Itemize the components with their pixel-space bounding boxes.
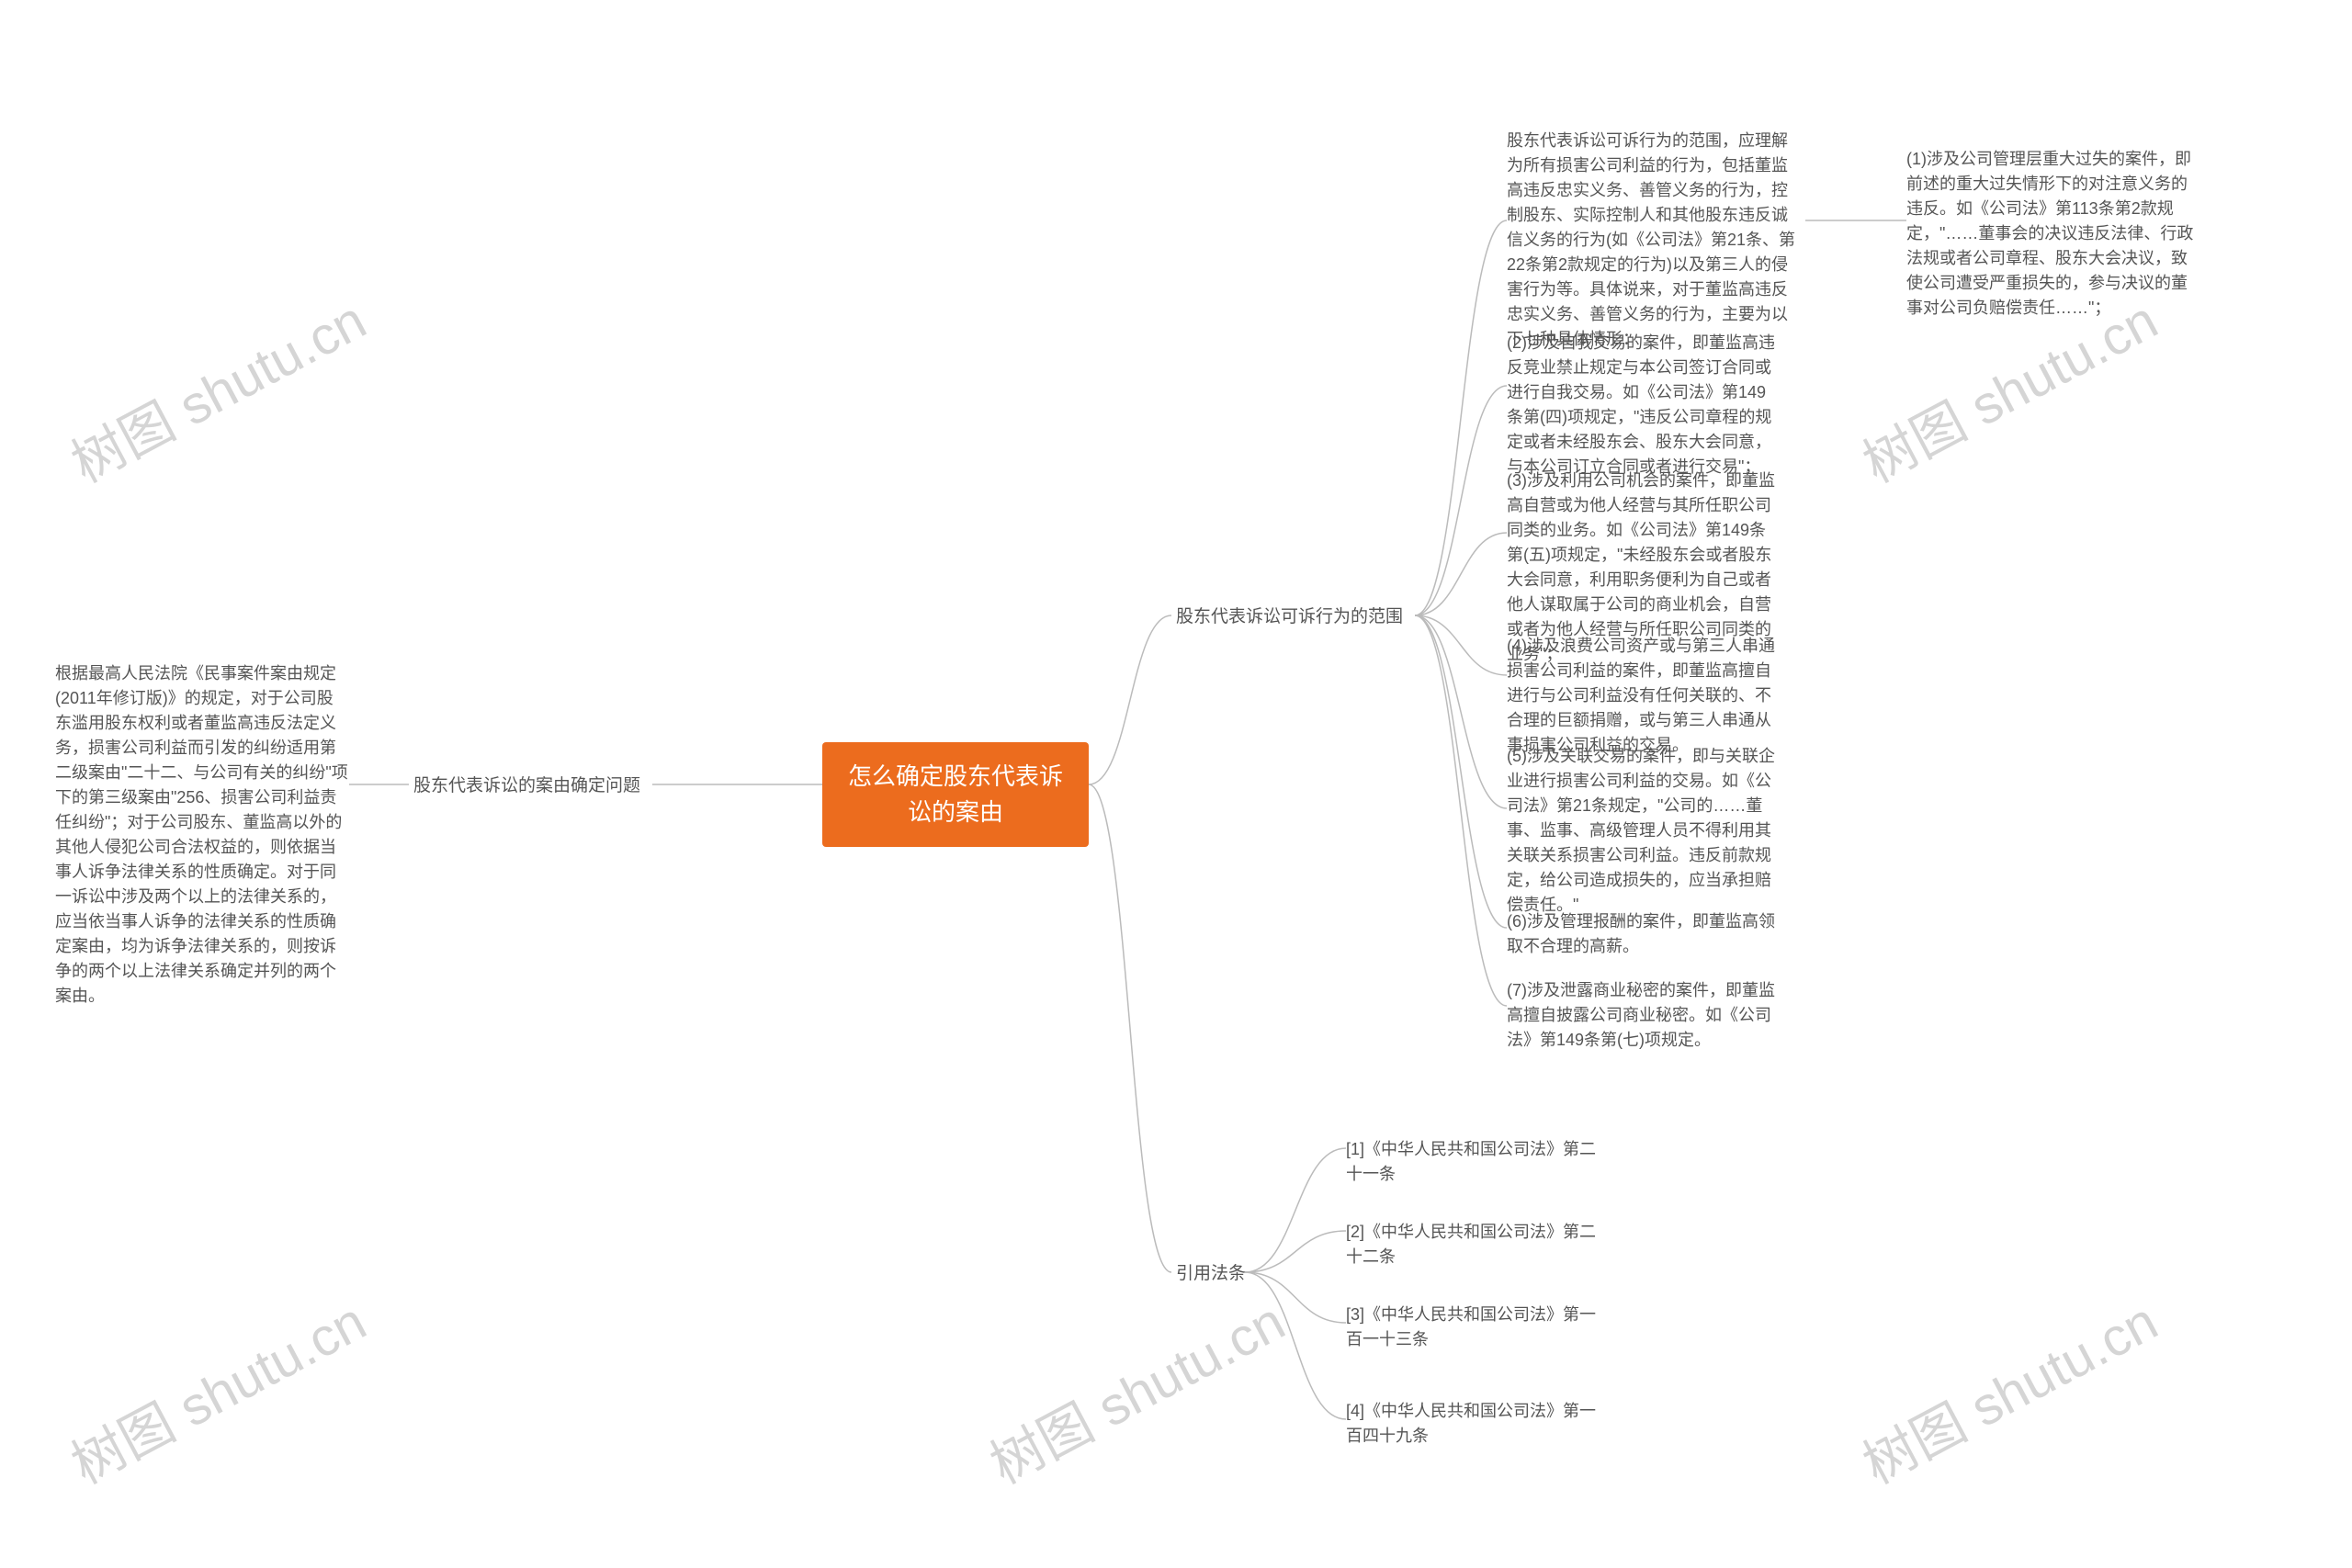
scope-branch-label[interactable]: 股东代表诉讼可诉行为的范围 <box>1176 604 1403 631</box>
law-item-2: [2]《中华人民共和国公司法》第二十二条 <box>1346 1220 1603 1269</box>
watermark: 树图 shutu.cn <box>1848 1279 2169 1498</box>
scope-intro: 股东代表诉讼可诉行为的范围，应理解为所有损害公司利益的行为，包括董监高违反忠实义… <box>1507 129 1801 352</box>
left-leaf: 根据最高人民法院《民事案件案由规定(2011年修订版)》的规定，对于公司股东滥用… <box>55 661 349 1009</box>
scope-intro-sub: (1)涉及公司管理层重大过失的案件，即前述的重大过失情形下的对注意义务的违反。如… <box>1906 147 2200 321</box>
law-branch-label[interactable]: 引用法条 <box>1176 1261 1246 1288</box>
scope-item-7: (7)涉及泄露商业秘密的案件，即董监高擅自披露公司商业秘密。如《公司法》第149… <box>1507 978 1782 1053</box>
watermark: 树图 shutu.cn <box>56 1279 378 1498</box>
left-branch-label[interactable]: 股东代表诉讼的案由确定问题 <box>413 773 640 800</box>
law-item-1: [1]《中华人民共和国公司法》第二十一条 <box>1346 1137 1603 1187</box>
watermark: 树图 shutu.cn <box>56 277 378 497</box>
root-node[interactable]: 怎么确定股东代表诉讼的案由 <box>822 742 1089 847</box>
watermark: 树图 shutu.cn <box>975 1279 1296 1498</box>
mindmap-canvas: 怎么确定股东代表诉讼的案由 股东代表诉讼的案由确定问题 根据最高人民法院《民事案… <box>0 0 2352 1568</box>
scope-item-2: (2)涉及自我交易的案件，即董监高违反竞业禁止规定与本公司签订合同或进行自我交易… <box>1507 331 1782 479</box>
scope-item-6: (6)涉及管理报酬的案件，即董监高领取不合理的高薪。 <box>1507 909 1782 959</box>
scope-item-4: (4)涉及浪费公司资产或与第三人串通损害公司利益的案件，即董监高擅自进行与公司利… <box>1507 634 1782 758</box>
law-item-3: [3]《中华人民共和国公司法》第一百一十三条 <box>1346 1303 1603 1352</box>
scope-item-5: (5)涉及关联交易的案件，即与关联企业进行损害公司利益的交易。如《公司法》第21… <box>1507 744 1782 918</box>
law-item-4: [4]《中华人民共和国公司法》第一百四十九条 <box>1346 1399 1603 1449</box>
